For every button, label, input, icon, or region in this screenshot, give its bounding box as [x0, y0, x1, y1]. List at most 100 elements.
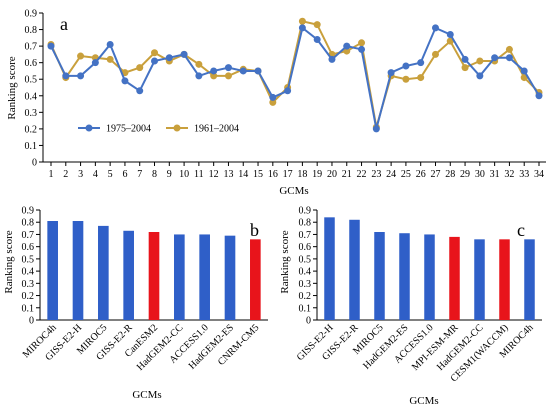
bar-b	[98, 226, 109, 320]
y-tick-label-b: 0.9	[22, 206, 35, 217]
legend-marker-series-1	[86, 125, 93, 132]
series-1-point	[136, 87, 143, 94]
panel-label-b: b	[250, 220, 259, 240]
x-tick-label-a: 10	[179, 169, 189, 180]
series-2-point	[432, 51, 439, 58]
bar-b	[199, 234, 210, 320]
x-axis-title-c: GCMs	[409, 395, 438, 407]
series-1-point	[195, 72, 202, 79]
series-1-point	[373, 125, 380, 132]
bar-b	[73, 221, 84, 320]
y-tick-label-b: 0.3	[22, 279, 35, 290]
x-tick-label-a: 6	[122, 169, 127, 180]
series-2-point	[476, 58, 483, 65]
y-tick-label-a: 0.3	[25, 108, 38, 119]
bar-c	[349, 220, 360, 320]
series-1-point	[402, 62, 409, 69]
y-tick-label-c: 0.5	[299, 254, 312, 265]
series-1-point	[269, 94, 276, 101]
series-1-point	[491, 54, 498, 61]
x-tick-label-a: 19	[312, 169, 322, 180]
bar-b	[123, 231, 134, 320]
bar-b	[225, 236, 236, 320]
y-axis-title-c: Ranking score	[279, 230, 291, 293]
bar-c	[474, 239, 485, 320]
series-1-point	[432, 24, 439, 31]
y-tick-label-c: 0.9	[299, 206, 312, 217]
x-tick-label-a: 9	[167, 169, 172, 180]
x-tick-label-a: 26	[416, 169, 426, 180]
panel-label-a: a	[60, 14, 68, 34]
series-2-point	[462, 64, 469, 71]
series-1-point	[314, 36, 321, 43]
legend-marker-series-2	[174, 125, 181, 132]
x-tick-label-a: 21	[342, 169, 352, 180]
y-tick-label-c: 0.2	[299, 291, 312, 302]
series-1-point	[107, 41, 114, 48]
x-tick-label-a: 1	[49, 169, 54, 180]
x-tick-label-a: 5	[108, 169, 113, 180]
series-1-point	[343, 43, 350, 50]
y-tick-label-b: 0.4	[22, 267, 35, 278]
y-tick-label-b: 0.8	[22, 218, 35, 229]
series-2-point	[107, 56, 114, 63]
bar-b	[47, 221, 58, 320]
y-tick-label-c: 0.3	[299, 279, 312, 290]
series-1-point	[388, 69, 395, 76]
bar-b	[149, 232, 160, 320]
x-tick-label-a: 25	[401, 169, 411, 180]
series-2-point	[314, 21, 321, 28]
y-axis-title-a: Ranking score	[6, 56, 18, 119]
series-2-point	[151, 49, 158, 56]
y-tick-label-a: 0.6	[25, 58, 38, 69]
y-tick-label-a: 0.9	[25, 9, 38, 20]
x-axis-title-a: GCMs	[279, 185, 308, 197]
y-tick-label-c: 0.6	[299, 242, 312, 253]
series-1-point	[358, 46, 365, 53]
x-tick-label-a: 24	[386, 169, 396, 180]
legend-label-series-2: 1961–2004	[194, 124, 239, 135]
series-1-point	[77, 72, 84, 79]
bar-c	[499, 239, 510, 320]
legend-label-series-1: 1975–2004	[106, 124, 151, 135]
y-tick-label-a: 0.7	[25, 42, 38, 53]
series-1-point	[284, 87, 291, 94]
series-1-point	[166, 54, 173, 61]
y-tick-label-a: 0.4	[25, 91, 38, 102]
x-tick-label-a: 22	[357, 169, 367, 180]
y-tick-label-c: 0.8	[299, 218, 312, 229]
y-tick-label-b: 0	[29, 316, 34, 327]
series-1-point	[151, 58, 158, 65]
x-tick-label-a: 20	[327, 169, 337, 180]
x-tick-label-a: 32	[504, 169, 514, 180]
series-1-point	[506, 54, 513, 61]
y-tick-label-a: 0.8	[25, 25, 38, 36]
series-1-point	[92, 59, 99, 66]
x-tick-label-a: 15	[253, 169, 263, 180]
series-2-point	[402, 76, 409, 83]
series-2-point	[417, 74, 424, 81]
x-tick-label-a: 7	[137, 169, 142, 180]
series-1-point	[121, 77, 128, 84]
series-1-point	[476, 72, 483, 79]
x-tick-label-a: 4	[93, 169, 98, 180]
series-1-point	[462, 56, 469, 63]
bar-c	[399, 233, 410, 320]
y-tick-label-b: 0.1	[22, 303, 35, 314]
y-tick-label-a: 0	[32, 158, 37, 169]
bar-c	[424, 234, 435, 320]
y-tick-label-b: 0.5	[22, 254, 35, 265]
x-tick-label-a: 17	[283, 169, 293, 180]
x-tick-label-a: 29	[460, 169, 470, 180]
bar-c	[324, 217, 335, 320]
y-tick-label-b: 0.6	[22, 242, 35, 253]
series-1-point	[210, 67, 217, 74]
x-tick-label-a: 14	[238, 169, 248, 180]
x-tick-label-a: 8	[152, 169, 157, 180]
x-tick-label-a: 28	[445, 169, 455, 180]
x-tick-label-a: 2	[63, 169, 68, 180]
bar-b	[174, 234, 185, 320]
series-1-point	[536, 92, 543, 99]
x-tick-label-a: 12	[209, 169, 219, 180]
y-tick-label-c: 0	[306, 316, 311, 327]
